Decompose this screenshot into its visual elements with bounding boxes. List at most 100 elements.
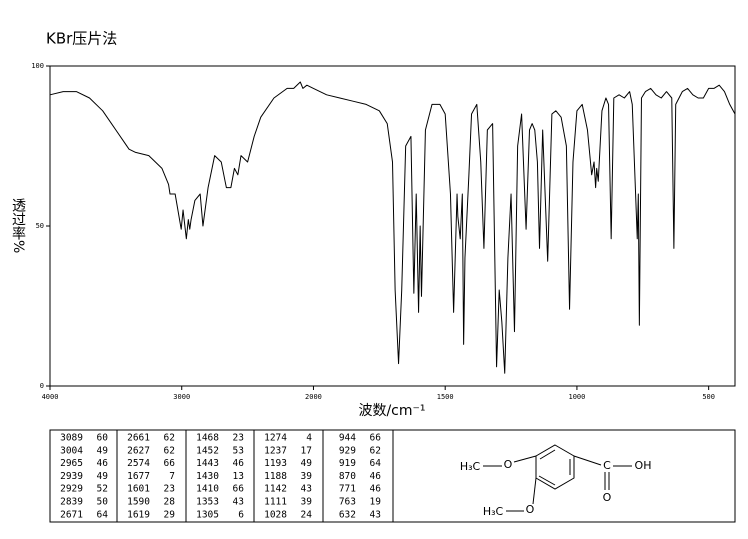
x-tick-label: 3000: [173, 393, 190, 401]
peak-wavenumber: 1237: [264, 445, 287, 456]
structure: [483, 444, 632, 512]
x-axis-label: 波数/cm⁻¹: [358, 403, 425, 419]
peak-transmittance: 19: [370, 497, 382, 508]
chart-title: KBr压片法: [46, 30, 117, 48]
peak-transmittance: 49: [97, 445, 109, 456]
peak-transmittance: 23: [233, 433, 244, 444]
benzene-ring: [535, 444, 575, 490]
bond: [532, 477, 537, 505]
peak-transmittance: 43: [370, 509, 381, 520]
peak-transmittance: 43: [233, 497, 244, 508]
peak-transmittance: 62: [370, 445, 381, 456]
peak-wavenumber: 1410: [196, 484, 219, 495]
spectrum-line: [49, 81, 736, 374]
peak-wavenumber: 1677: [127, 471, 150, 482]
y-axis-label: 透过率%: [10, 198, 26, 253]
atom-label: H₃C: [483, 505, 504, 518]
peak-transmittance: 50: [97, 497, 109, 508]
peak-wavenumber: 3089: [60, 433, 83, 444]
peak-transmittance: 29: [164, 509, 176, 520]
x-tick-label: 4000: [42, 393, 59, 401]
peak-wavenumber: 870: [339, 471, 356, 482]
ring-double-bond: [539, 449, 556, 460]
peak-wavenumber: 1430: [196, 471, 219, 482]
y-tick-label: 100: [31, 62, 44, 70]
peak-transmittance: 39: [301, 471, 313, 482]
peak-wavenumber: 944: [339, 433, 356, 444]
peak-wavenumber: 2627: [127, 445, 150, 456]
peak-transmittance: 7: [169, 471, 175, 482]
peak-transmittance: 6: [238, 509, 244, 520]
peak-wavenumber: 1601: [127, 484, 150, 495]
peak-wavenumber: 1305: [196, 509, 219, 520]
peak-transmittance: 66: [233, 484, 245, 495]
atom-label: OH: [635, 459, 652, 472]
peak-transmittance: 64: [97, 509, 109, 520]
peak-wavenumber: 1443: [196, 458, 219, 469]
peak-wavenumber: 1188: [264, 471, 287, 482]
peak-wavenumber: 1028: [264, 509, 287, 520]
atom-label: O: [526, 503, 535, 516]
peak-wavenumber: 3004: [60, 445, 83, 456]
ring-double-bond: [538, 475, 556, 486]
peak-transmittance: 46: [370, 484, 382, 495]
peak-transmittance: 52: [97, 484, 108, 495]
peak-transmittance: 66: [164, 458, 176, 469]
peak-wavenumber: 2965: [60, 458, 83, 469]
peak-wavenumber: 2939: [60, 471, 83, 482]
peak-transmittance: 49: [97, 471, 109, 482]
peak-transmittance: 39: [301, 497, 313, 508]
peak-transmittance: 4: [306, 433, 312, 444]
peak-wavenumber: 1274: [264, 433, 287, 444]
atom-label: O: [603, 491, 612, 504]
peak-transmittance: 28: [164, 497, 176, 508]
peak-wavenumber: 2671: [60, 509, 83, 520]
peak-wavenumber: 1111: [264, 497, 287, 508]
peak-wavenumber: 2929: [60, 484, 83, 495]
peak-transmittance: 66: [370, 433, 382, 444]
peak-wavenumber: 771: [339, 484, 356, 495]
bond: [573, 455, 602, 466]
x-tick-label: 500: [702, 393, 715, 401]
x-tick-label: 1500: [437, 393, 454, 401]
peak-transmittance: 13: [233, 471, 244, 482]
bond: [513, 455, 537, 463]
peak-wavenumber: 2839: [60, 497, 83, 508]
peak-wavenumber: 1590: [127, 497, 150, 508]
peak-wavenumber: 632: [339, 509, 356, 520]
y-tick-label: 0: [40, 382, 44, 390]
peak-wavenumber: 1619: [127, 509, 150, 520]
peak-transmittance: 62: [164, 445, 175, 456]
peak-transmittance: 60: [97, 433, 109, 444]
plot: 4000 3000 2000 1500 1000 500 0 50 100: [31, 62, 736, 401]
atom-label: O: [504, 458, 513, 471]
peak-transmittance: 43: [301, 484, 312, 495]
peak-wavenumber: 1452: [196, 445, 219, 456]
peak-wavenumber: 929: [339, 445, 356, 456]
peak-transmittance: 53: [233, 445, 244, 456]
peak-wavenumber: 2661: [127, 433, 150, 444]
peak-transmittance: 23: [164, 484, 175, 495]
peak-transmittance: 46: [370, 471, 382, 482]
peak-transmittance: 46: [97, 458, 109, 469]
peak-wavenumber: 919: [339, 458, 356, 469]
peak-wavenumber: 1468: [196, 433, 219, 444]
peak-wavenumber: 2574: [127, 458, 150, 469]
peak-wavenumber: 1193: [264, 458, 287, 469]
peak-transmittance: 49: [301, 458, 313, 469]
peak-wavenumber: 1142: [264, 484, 287, 495]
atom-label: C: [603, 459, 611, 472]
x-tick-label: 1000: [568, 393, 585, 401]
peak-transmittance: 24: [301, 509, 313, 520]
peak-transmittance: 64: [370, 458, 382, 469]
peak-wavenumber: 763: [339, 497, 356, 508]
peak-transmittance: 62: [164, 433, 175, 444]
peak-wavenumber: 1353: [196, 497, 219, 508]
x-tick-label: 2000: [305, 393, 322, 401]
peak-transmittance: 17: [301, 445, 312, 456]
peak-transmittance: 46: [233, 458, 245, 469]
peak-table: [49, 429, 736, 523]
atom-label: H₃C: [460, 460, 481, 473]
